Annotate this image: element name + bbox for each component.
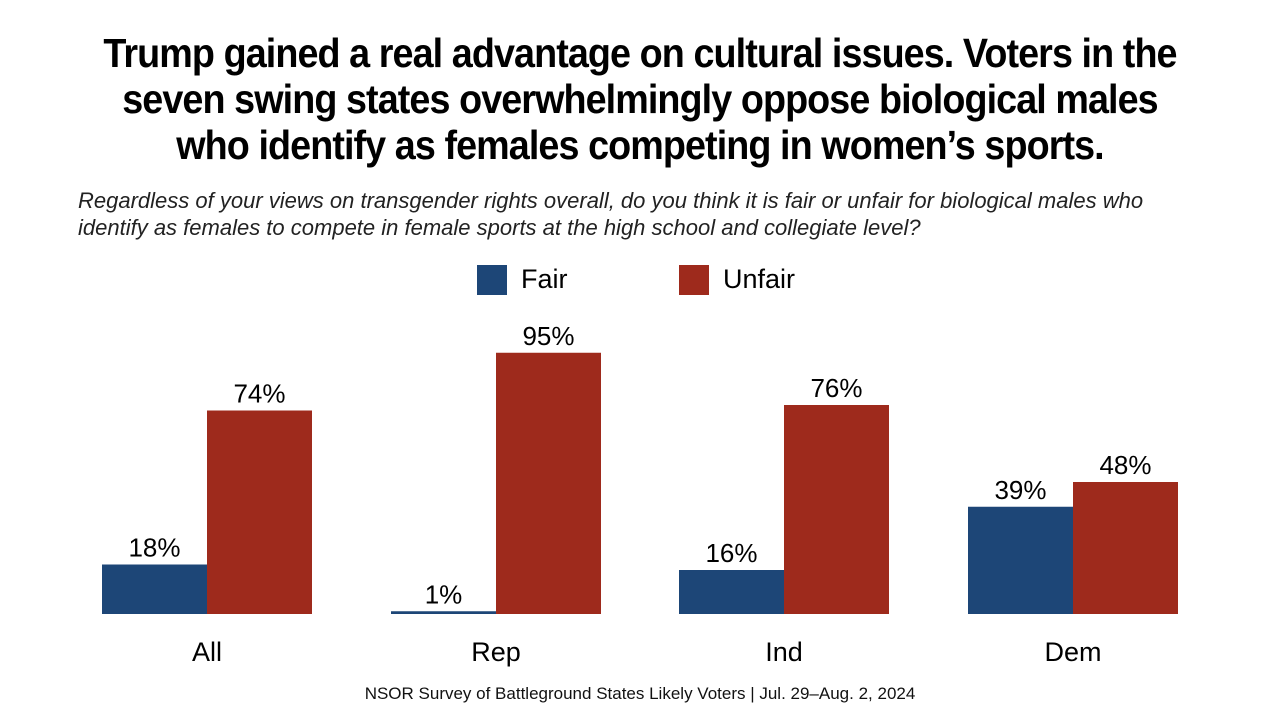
bar-fair-ind: [679, 570, 784, 614]
bar-unfair-rep: [496, 352, 601, 614]
bar-unfair-ind: [784, 405, 889, 614]
survey-question: Regardless of your views on transgender …: [78, 188, 1144, 240]
bar-fair-dem: [968, 506, 1073, 614]
data-label-fair-dem: 39%: [994, 475, 1046, 505]
legend-label-unfair: Unfair: [723, 264, 796, 294]
legend-label-fair: Fair: [521, 264, 568, 294]
legend-item-fair: Fair: [477, 264, 568, 295]
bar-fair-all: [102, 564, 207, 614]
data-label-fair-rep: 1%: [425, 579, 463, 609]
data-label-unfair-ind: 76%: [810, 373, 862, 403]
data-label-unfair-dem: 48%: [1099, 450, 1151, 480]
source-note: NSOR Survey of Battleground States Likel…: [364, 684, 916, 703]
chart-title: Trump gained a real advantage on cultura…: [103, 30, 1177, 168]
legend-swatch-unfair: [679, 264, 709, 295]
data-label-fair-ind: 16%: [705, 538, 757, 568]
bar-fair-rep: [391, 611, 496, 614]
legend: Fair Unfair: [0, 264, 1280, 300]
bar-unfair-all: [207, 410, 312, 614]
bar-unfair-dem: [1073, 482, 1178, 614]
legend-swatch-fair: [477, 264, 507, 295]
data-label-unfair-all: 74%: [233, 379, 285, 409]
data-label-unfair-rep: 95%: [522, 321, 574, 351]
data-label-fair-all: 18%: [128, 533, 180, 563]
legend-item-unfair: Unfair: [679, 264, 795, 295]
category-label-all: All: [192, 637, 222, 667]
category-label-rep: Rep: [471, 637, 521, 667]
bar-chart: 18% 74% All 1% 95% Rep 16% 76% Ind 39% 48% Dem: [102, 321, 1178, 667]
category-label-dem: Dem: [1044, 637, 1101, 667]
category-label-ind: Ind: [765, 637, 803, 667]
